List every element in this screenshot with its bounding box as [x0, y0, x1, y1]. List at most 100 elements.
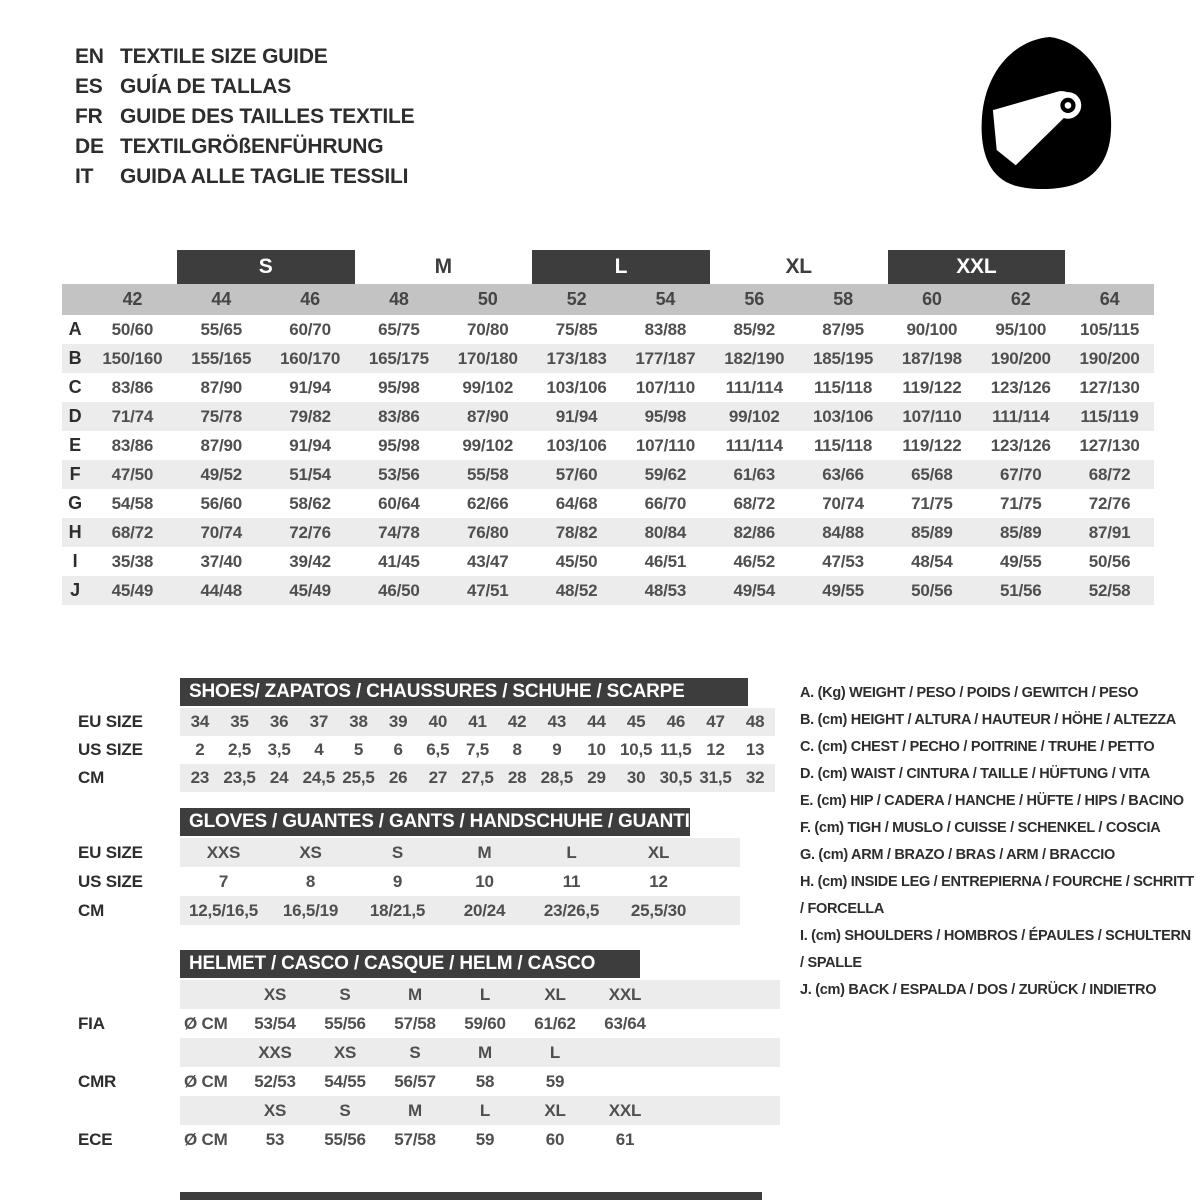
helmet-section: HELMET / CASCO / CASQUE / HELM / CASCO X…	[62, 950, 782, 1154]
measure-value: 71/75	[999, 493, 1042, 513]
measure-value: 63/66	[822, 464, 864, 484]
helmet-rows: XS S M L XL XXL FIA Ø CM 53/54 55/56 57/58 59/60 61/…	[62, 980, 782, 1154]
size-value: 26	[388, 768, 408, 787]
row-letter: C	[68, 377, 82, 397]
legend-item-h: H. (cm) INSIDE LEG / ENTREPIERNA / FOURC…	[800, 874, 1194, 917]
legend-item-g: G. (cm) ARM / BRAZO / BRAS / ARM / BRACC…	[800, 847, 1115, 863]
measure-value: 48/52	[555, 580, 598, 600]
helmet-value: 52/53	[254, 1071, 296, 1091]
shoes-section: SHOES/ ZAPATOS / CHAUSSURES / SCHUHE / S…	[62, 678, 782, 792]
measure-value: 87/90	[200, 377, 243, 397]
helmet-size: XS	[333, 1042, 357, 1062]
helmet-size: XS	[263, 984, 287, 1004]
measure-value: 84/88	[822, 522, 864, 542]
measure-value: 66/70	[644, 493, 687, 513]
size-number: 42	[122, 289, 143, 309]
measure-value: 95/98	[378, 435, 420, 455]
row-values: 2 2,5 3,5 4 5 6 6,5 7,5 8 9 10 10,5 11,5 12 13	[180, 736, 775, 764]
size-value: 12,5/16,5	[188, 900, 259, 920]
size-value: 23,5	[223, 768, 256, 787]
measure-value: 60/64	[378, 493, 420, 513]
size-row-cm: CM 12,5/16,5 16,5/19 18/21,5 20/24 23/26,5 25,…	[62, 896, 782, 925]
measure-value: 115/118	[813, 435, 873, 455]
helmet-size: XL	[544, 1100, 566, 1120]
helmet-value: 59/60	[464, 1013, 506, 1033]
measure-value: 48/54	[911, 551, 953, 571]
standard-label: CMR	[78, 1071, 117, 1091]
size-number-row: 42 44 46 48 50 52 54 56 58 60 62 64	[62, 284, 1154, 315]
measure-value: 79/82	[289, 406, 331, 426]
size-value: 9	[552, 740, 562, 759]
measure-value: 99/102	[462, 435, 514, 455]
measure-value: 46/51	[644, 551, 687, 571]
legend-item-a: A. (Kg) WEIGHT / PESO / POIDS / GEWITCH …	[800, 685, 1139, 701]
row-label: CM	[78, 900, 105, 920]
row-label: EU SIZE	[78, 712, 143, 731]
measure-value: 55/58	[466, 464, 509, 484]
measure-value: 51/54	[289, 464, 331, 484]
measure-value: 45/50	[555, 551, 598, 571]
size-value: 10	[475, 871, 494, 891]
size-value: 27,5	[461, 768, 494, 787]
size-group-row: S M L XL XXL	[62, 250, 1154, 284]
measure-value: 111/114	[725, 377, 783, 397]
measure-value: 46/50	[378, 580, 420, 600]
size-number: 46	[300, 289, 320, 309]
measure-value: 54/58	[111, 493, 154, 513]
size-value: 48	[745, 712, 765, 731]
row-label: EU SIZE	[78, 842, 143, 862]
helmet-values: Ø CM 53/54 55/56 57/58 59/60 61/62 63/64	[180, 1009, 780, 1038]
size-number: 58	[833, 289, 853, 309]
size-row-us-size: US SIZE 7 8 9 10 11 12	[62, 867, 782, 896]
helmet-size: XXL	[608, 1100, 642, 1120]
row-label	[62, 1038, 180, 1067]
language-row: ES GUÍA DE TALLAS	[75, 72, 414, 102]
measure-value: 170/180	[457, 348, 518, 368]
measure-value: 91/94	[289, 435, 331, 455]
unit-label: Ø CM	[184, 1013, 228, 1033]
size-value: 45	[626, 712, 646, 731]
measure-value: 52/58	[1088, 580, 1131, 600]
measure-value: 155/165	[191, 348, 252, 368]
measure-value: 61/63	[733, 464, 776, 484]
size-value: 29	[587, 768, 606, 787]
size-value: 11,5	[660, 740, 692, 759]
measure-value: 107/110	[635, 435, 695, 455]
size-value: 2	[195, 740, 205, 759]
legend-item-c: C. (cm) CHEST / PECHO / POITRINE / TRUHE…	[800, 739, 1155, 755]
measure-value: 91/94	[555, 406, 598, 426]
measure-value: 49/52	[200, 464, 243, 484]
measure-row-h: H 68/72 70/74 72/76 74/78 76/80 78/82 80/84 82/8…	[62, 518, 1154, 547]
size-value: 35	[230, 712, 249, 731]
size-value: 46	[666, 712, 686, 731]
size-value: 7	[218, 871, 229, 891]
measure-value: 87/95	[822, 319, 864, 339]
size-value: 44	[587, 712, 606, 731]
row-label: US SIZE	[78, 871, 143, 891]
measure-value: 160/170	[280, 348, 341, 368]
measure-value: 103/106	[546, 377, 607, 397]
row-values: 12,5/16,5 16,5/19 18/21,5 20/24 23/26,5 25,5/…	[180, 896, 740, 925]
row-values: XXS XS S M L XL	[180, 838, 740, 867]
measure-value: 107/110	[902, 406, 962, 426]
language-code: ES	[75, 75, 103, 98]
size-value: 25,5	[342, 768, 375, 787]
size-value: 38	[349, 712, 368, 731]
helmet-value: 60	[545, 1129, 565, 1149]
measure-value: 48/53	[644, 580, 687, 600]
measure-value: 103/106	[546, 435, 607, 455]
measure-value: 70/74	[200, 522, 243, 542]
helmet-section-title: HELMET / CASCO / CASQUE / HELM / CASCO	[180, 950, 640, 978]
size-value: 39	[388, 712, 408, 731]
helmet-size-row-fia: XS S M L XL XXL	[62, 980, 782, 1009]
bottom-section-bar	[180, 1192, 762, 1200]
language-title: TEXTILE SIZE GUIDE	[120, 45, 328, 68]
row-label: CM	[78, 768, 105, 787]
size-value: 37	[309, 712, 329, 731]
size-group-l: L	[532, 250, 710, 284]
helmet-size: S	[409, 1042, 421, 1062]
size-value: 36	[269, 712, 289, 731]
row-letter: F	[69, 464, 81, 484]
size-value: 12	[649, 871, 668, 891]
size-value: L	[566, 842, 577, 862]
